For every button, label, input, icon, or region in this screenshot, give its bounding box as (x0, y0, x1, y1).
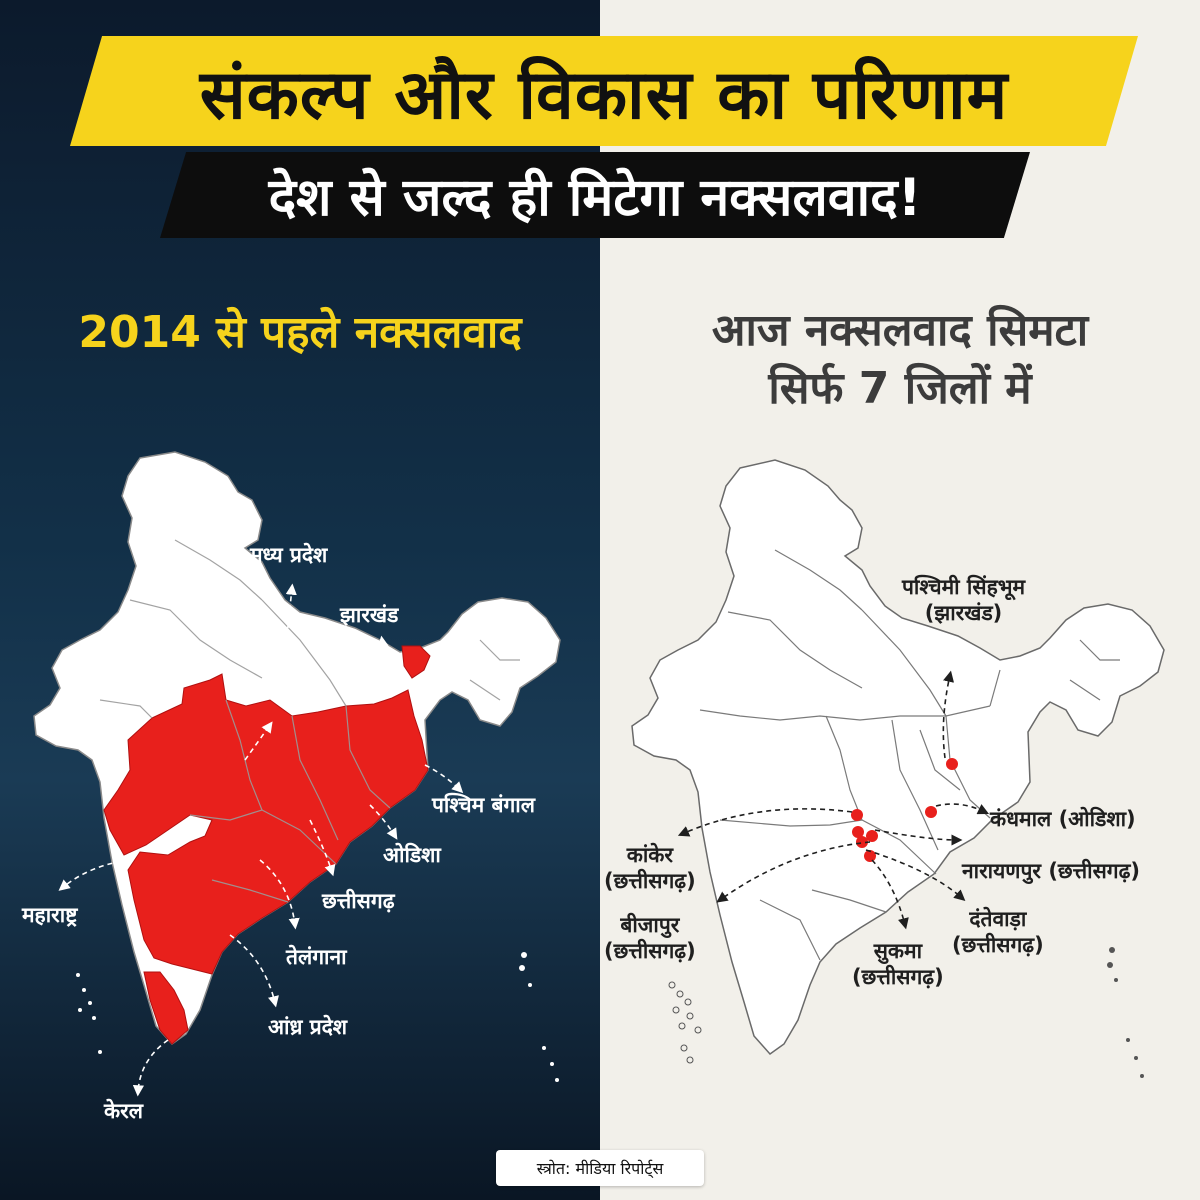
label-telangana: तेलंगाना (286, 945, 347, 969)
right-islands-east (1107, 947, 1144, 1078)
label-chhattisgarh: छत्तीसगढ़ (322, 889, 395, 913)
label-bijapur: बीजापुर (छत्तीसगढ़) (604, 912, 696, 964)
dot-sukma (864, 850, 876, 862)
label-kanker: कांकेर (छत्तीसगढ़) (604, 842, 696, 894)
right-islands (668, 981, 702, 1064)
left-islands (76, 952, 559, 1082)
kanker-state: (छत्तीसगढ़) (604, 869, 696, 893)
right-arrows (677, 670, 990, 930)
right-heading-line1: आज नक्सलवाद सिमटा (711, 305, 1089, 356)
right-panel-heading: आज नक्सलवाद सिमटा सिर्फ 7 जिलों में (620, 302, 1180, 418)
bijapur-name: बीजापुर (620, 913, 680, 937)
dot-dantewada (856, 836, 868, 848)
left-bengal-region (401, 645, 431, 679)
paschimi-singhbhum-state: (झारखंड) (924, 601, 1003, 625)
dot-kandhamal (925, 806, 937, 818)
right-india-map (631, 459, 1165, 1078)
left-kerala-region (143, 971, 189, 1045)
label-kerala: केरल (104, 1099, 143, 1123)
sukma-state: (छत्तीसगढ़) (852, 965, 944, 989)
dot-paschimi-singhbhum (946, 758, 958, 770)
dot-bijapur (852, 826, 864, 838)
label-madhya-pradesh: मध्य प्रदेश (250, 543, 328, 567)
bijapur-state: (छत्तीसगढ़) (604, 939, 696, 963)
right-heading-line2: सिर्फ 7 जिलों में (768, 363, 1032, 414)
label-sukma: सुकमा (छत्तीसगढ़) (852, 938, 944, 990)
label-paschimi-singhbhum: पश्चिमी सिंहभूम (झारखंड) (902, 574, 1025, 626)
paschimi-singhbhum-name: पश्चिमी सिंहभूम (902, 575, 1026, 599)
page-title: संकल्प और विकास का परिणाम (199, 55, 1009, 135)
dantewada-state: (छत्तीसगढ़) (952, 933, 1044, 957)
left-panel-heading: 2014 से पहले नक्सलवाद (78, 307, 522, 358)
source-credit: स्त्रोत: मीडिया रिपोर्ट्स (496, 1150, 704, 1186)
left-arrows (58, 583, 464, 1097)
label-jharkhand: झारखंड (340, 603, 399, 627)
left-state-borders (99, 539, 520, 903)
dot-narayanpur (866, 830, 878, 842)
left-india-map (33, 451, 561, 1097)
label-andhra-pradesh: आंध्र प्रदेश (268, 1015, 348, 1039)
dot-kanker (851, 809, 863, 821)
label-narayanpur: नारायणपुर (छत्तीसगढ़) (962, 859, 1141, 883)
label-odisha: ओडिशा (383, 843, 441, 867)
dantewada-name: दंतेवाड़ा (969, 907, 1027, 931)
label-dantewada: दंतेवाड़ा (छत्तीसगढ़) (952, 906, 1044, 958)
district-dots (851, 758, 958, 862)
label-kandhamal: कंधमाल (ओडिशा) (990, 807, 1136, 831)
left-naxal-region (103, 673, 429, 975)
page-subtitle: देश से जल्द ही मिटेगा नक्सलवाद! (268, 167, 922, 228)
label-paschim-bangal: पश्चिम बंगाल (432, 793, 535, 817)
title-banner: संकल्प और विकास का परिणाम (70, 36, 1138, 146)
subtitle-banner: देश से जल्द ही मिटेगा नक्सलवाद! (160, 152, 1030, 238)
kanker-name: कांकेर (626, 843, 673, 867)
label-maharashtra: महाराष्ट्र (22, 903, 78, 927)
sukma-name: सुकमा (873, 939, 923, 963)
